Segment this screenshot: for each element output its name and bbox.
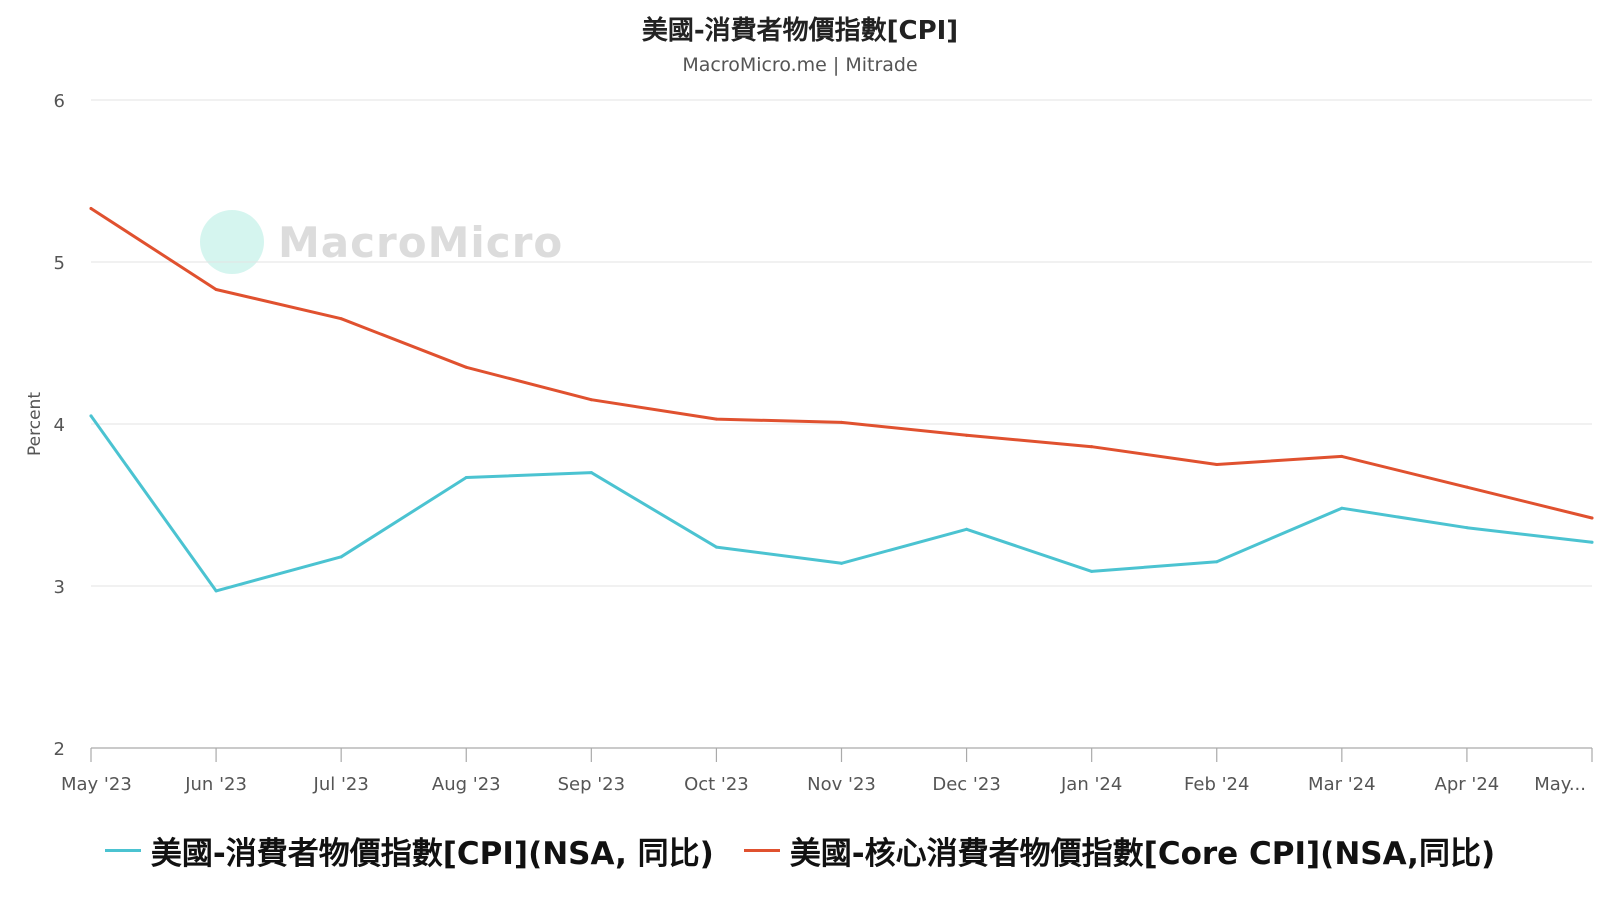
data-point <box>714 417 718 421</box>
data-point <box>1090 569 1094 573</box>
x-tick-label: Feb '24 <box>1184 774 1249 795</box>
x-tick-label: Sep '23 <box>558 774 626 795</box>
data-point <box>1090 445 1094 449</box>
y-axis-label: Percent <box>25 392 45 456</box>
x-tick-label: Dec '23 <box>932 774 1000 795</box>
data-point <box>1340 506 1344 510</box>
x-tick-label: Apr '24 <box>1435 774 1500 795</box>
legend-swatch <box>104 849 141 852</box>
data-point <box>464 365 468 369</box>
legend-item[interactable]: 美國-消費者物價指數[CPI](NSA, 同比) <box>104 828 714 873</box>
x-tick-label: Jun '23 <box>184 774 247 795</box>
y-tick-label: 2 <box>54 739 65 760</box>
legend-item[interactable]: 美國-核心消費者物價指數[Core CPI](NSA,同比) <box>743 828 1496 873</box>
watermark-logo-icon <box>200 210 264 274</box>
x-tick-label: May... <box>1534 774 1586 795</box>
chart-subtitle: MacroMicro.me | Mitrade <box>682 54 918 76</box>
data-point <box>1465 526 1469 530</box>
data-point <box>214 589 218 593</box>
data-point <box>589 398 593 402</box>
x-tick-label: Oct '23 <box>684 774 749 795</box>
legend-label: 美國-核心消費者物價指數[Core CPI](NSA,同比) <box>789 836 1496 872</box>
chart-title: 美國-消費者物價指數[CPI] <box>641 16 959 46</box>
data-point <box>965 527 969 531</box>
y-tick-label: 3 <box>54 577 65 598</box>
x-tick-label: Mar '24 <box>1308 774 1376 795</box>
data-point <box>1465 485 1469 489</box>
chart-legend: 美國-消費者物價指數[CPI](NSA, 同比) 美國-核心消費者物價指數[Cor… <box>0 828 1600 873</box>
watermark: MacroMicro <box>200 210 563 274</box>
data-point <box>965 433 969 437</box>
data-point <box>89 207 93 211</box>
data-point <box>1215 463 1219 466</box>
x-tick-label: Nov '23 <box>807 774 876 795</box>
legend-label: 美國-消費者物價指數[CPI](NSA, 同比) <box>150 836 714 872</box>
watermark-text: MacroMicro <box>278 217 564 267</box>
data-point <box>840 561 843 565</box>
data-point <box>214 288 218 292</box>
x-tick-label: Aug '23 <box>432 774 501 795</box>
data-point <box>89 414 93 418</box>
data-point <box>589 471 593 475</box>
data-point <box>714 545 718 549</box>
x-tick-label: May '23 <box>61 774 132 795</box>
y-tick-label: 6 <box>54 91 65 112</box>
data-point <box>464 475 468 479</box>
legend-swatch <box>743 849 780 852</box>
data-point <box>840 420 843 424</box>
data-point <box>339 317 343 321</box>
data-point <box>1215 560 1219 564</box>
data-point <box>339 555 343 559</box>
y-tick-label: 4 <box>54 415 65 436</box>
data-point <box>1340 454 1344 458</box>
x-tick-label: Jul '23 <box>313 774 369 795</box>
y-tick-label: 5 <box>54 253 65 274</box>
series-line-core-cpi <box>89 207 1594 520</box>
data-point <box>1590 516 1594 520</box>
x-tick-label: Jan '24 <box>1060 774 1122 795</box>
data-point <box>1590 540 1594 544</box>
